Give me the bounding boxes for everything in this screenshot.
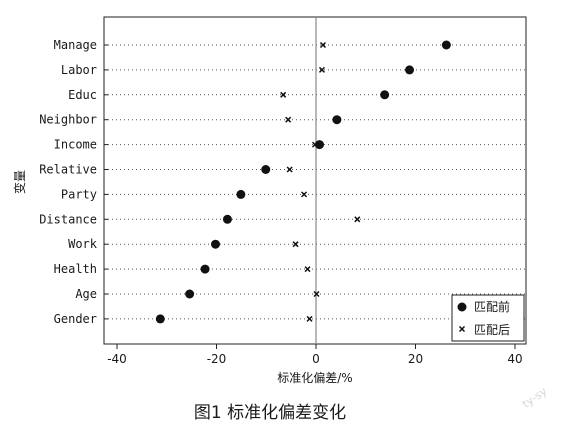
y-tick-label: Neighbor: [39, 113, 97, 127]
before-matching-point: [211, 239, 221, 249]
y-axis-title: 变量: [12, 170, 27, 194]
legend-box: [451, 294, 525, 342]
y-tick-label: Party: [61, 187, 97, 201]
x-tick-label: 20: [408, 352, 423, 366]
before-matching-point: [200, 264, 210, 274]
y-tick-label: Income: [54, 138, 97, 152]
before-matching-point: [236, 189, 246, 199]
after-matching-point: [304, 266, 311, 273]
y-tick-label: Health: [54, 262, 97, 276]
figure-caption: 图1 标准化偏差变化: [193, 403, 347, 423]
x-tick-label: -20: [207, 352, 227, 366]
y-axis-category-labels: Manage Labor Educ Neighbor Income Relative Par…: [39, 38, 98, 326]
y-tick-label: Relative: [39, 163, 97, 177]
legend: 匹配前 匹配后: [451, 294, 525, 342]
before-matching-point: [261, 165, 271, 174]
y-tick-label: Work: [68, 237, 98, 251]
x-tick-label: 40: [507, 352, 522, 366]
after-matching-point: [319, 41, 326, 49]
x-axis-ticks: -40 -20 0 20 40: [107, 344, 523, 366]
after-matching-point: [280, 91, 287, 98]
x-axis-title: 标准化偏差/%: [277, 370, 352, 385]
y-tick-label: Gender: [54, 312, 97, 326]
dot-plot: -40 -20 0 20 40 Manage Labor Educ Neighbor Incom…: [12, 16, 527, 385]
before-matching-point: [185, 289, 195, 299]
x-tick-label: 0: [312, 352, 320, 366]
before-matching-point: [155, 314, 165, 324]
x-tick-label: -40: [107, 352, 127, 366]
before-matching-point: [405, 65, 415, 75]
legend-after-marker: [458, 325, 466, 333]
after-matching-point: [301, 191, 308, 198]
before-matching-point: [332, 115, 342, 125]
gridlines: [104, 44, 526, 320]
after-matching-point: [354, 216, 361, 223]
after-matching-point: [306, 315, 313, 322]
before-matching-point: [441, 40, 451, 50]
legend-after-label: 匹配后: [474, 323, 510, 337]
legend-before-label: 匹配前: [474, 299, 510, 314]
after-matching-point: [285, 116, 292, 123]
after-matching-point: [318, 66, 326, 73]
y-tick-label: Distance: [39, 212, 97, 226]
y-tick-label: Labor: [61, 63, 97, 77]
before-matching-point: [222, 214, 232, 224]
after-matching-point: [313, 290, 320, 298]
legend-before-marker: [457, 302, 467, 312]
before-matching-point: [314, 140, 324, 150]
before-matching-point: [380, 90, 390, 100]
plot-frame: [103, 16, 527, 345]
after-matching-point: [292, 241, 299, 248]
y-tick-label: Age: [75, 287, 97, 301]
y-tick-label: Educ: [68, 88, 97, 102]
after-matching-point: [286, 166, 293, 173]
y-tick-label: Manage: [54, 38, 97, 52]
data-marks: [155, 40, 451, 324]
after-matching-point: [311, 141, 319, 148]
